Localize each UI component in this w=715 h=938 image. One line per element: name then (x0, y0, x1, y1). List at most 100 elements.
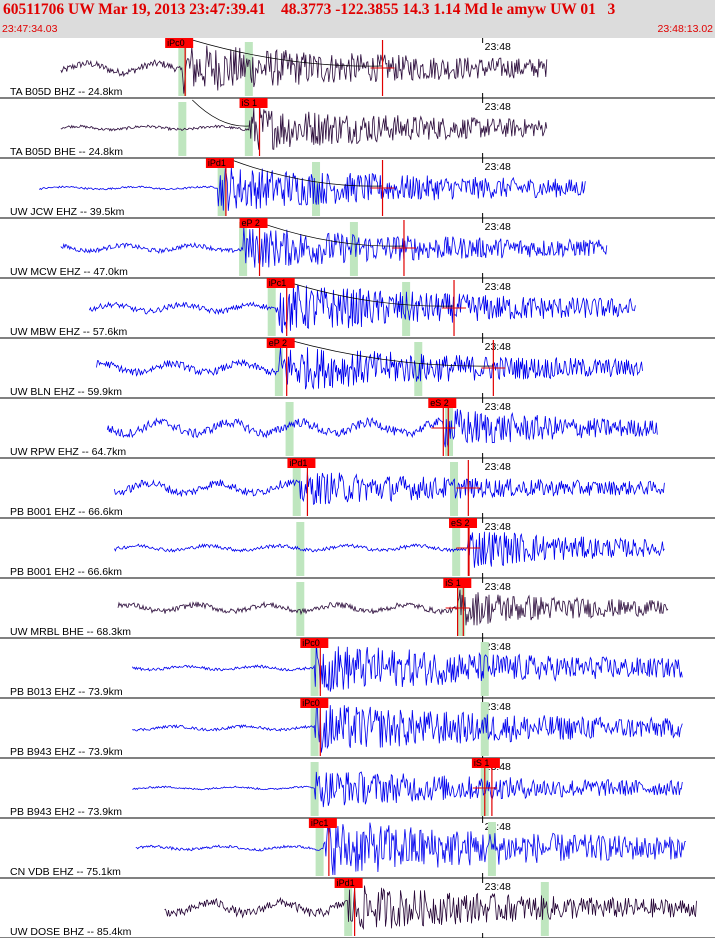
phase-window (540, 882, 549, 936)
minute-tick-label: 23:48 (485, 521, 511, 533)
minute-tick-label: 23:48 (485, 881, 511, 893)
trace-row: 23:48 eS 2 PB B001 EH2 -- 66.6km (0, 518, 715, 579)
pick-label-box (443, 578, 472, 588)
minute-tick-label: 23:48 (485, 461, 511, 473)
pick-label-box (471, 758, 500, 768)
station-label: UW MCW EHZ -- 47.0km (10, 266, 128, 278)
travel-time-curve (231, 159, 383, 187)
pick-label: eP 2 (242, 218, 260, 228)
trace-row: 23:48 iPd1 PB B001 EHZ -- 66.6km (0, 458, 715, 519)
pick-label-box (239, 98, 268, 108)
pick-label: iPc0 (302, 698, 320, 708)
trace-row: 23:48 iS 1 TA B05D BHE -- 24.8km (0, 98, 715, 159)
waveform (132, 705, 683, 753)
trace-row: 23:48 eP 2 UW MCW EHZ -- 47.0km (0, 218, 715, 279)
waveform (89, 284, 636, 334)
pick-label: eS 2 (430, 398, 449, 408)
station-label: PB B001 EH2 -- 66.6km (10, 566, 122, 578)
station-label: UW RPW EHZ -- 64.7km (10, 446, 126, 458)
station-label: UW MRBL BHE -- 68.3km (10, 626, 131, 638)
waveform (132, 771, 683, 808)
station-label: UW JCW EHZ -- 39.5km (10, 206, 125, 218)
waveform (114, 470, 665, 505)
pick-label: iPd1 (289, 458, 307, 468)
pick-label: iS 1 (474, 758, 490, 768)
phase-window (480, 642, 489, 696)
waveform (39, 167, 586, 211)
waveform (60, 106, 548, 150)
pick-label: iPc1 (311, 818, 329, 828)
minute-tick-label: 23:48 (485, 401, 511, 413)
phase-window (267, 282, 276, 336)
phase-window (178, 42, 187, 96)
trace-row: 23:48 eS 2 UW RPW EHZ -- 64.7km (0, 398, 715, 459)
phase-window (480, 702, 489, 756)
minute-tick-label: 23:48 (485, 281, 511, 293)
station-label: PB B013 EHZ -- 73.9km (10, 686, 123, 698)
event-header: 60511706 UW Mar 19, 2013 23:47:39.41 48.… (0, 0, 715, 38)
pick-label-box (266, 278, 295, 288)
pick-label: iPd1 (208, 158, 226, 168)
travel-time-curve (252, 219, 404, 247)
minute-tick-label: 23:48 (485, 41, 511, 53)
trace-row: 23:48 iPc0 PB B013 EHZ -- 73.9km (0, 638, 715, 699)
event-title: 60511706 UW Mar 19, 2013 23:47:39.41 48.… (3, 1, 616, 18)
pick-label-box (239, 218, 268, 228)
pick-label-box (205, 158, 234, 168)
pick-label-box (449, 518, 478, 528)
phase-window (244, 42, 253, 96)
station-label: TA B05D BHE -- 24.8km (10, 146, 123, 158)
phase-window (178, 102, 187, 156)
station-label: PB B943 EHZ -- 73.9km (10, 746, 123, 758)
minute-tick-label: 23:48 (485, 641, 511, 653)
waveform (135, 821, 686, 876)
travel-time-curve (281, 279, 455, 307)
minute-tick-label: 23:48 (485, 161, 511, 173)
pick-label: eP 2 (269, 338, 287, 348)
travel-time-curve (288, 339, 494, 367)
pick-label: eS 2 (451, 518, 470, 528)
phase-window (450, 462, 459, 516)
start-time-label: 23:47:34.03 (2, 23, 58, 35)
station-label: PB B943 EH2 -- 73.9km (10, 806, 122, 818)
minute-tick-label: 23:48 (485, 581, 511, 593)
pick-label: iPc0 (167, 38, 185, 48)
minute-tick-label: 23:48 (485, 341, 511, 353)
station-label: UW BLN EHZ -- 59.9km (10, 386, 122, 398)
seismogram-panel[interactable]: 23:48 iPc0 TA B05D BHZ -- 24.8km 23:48 iS 1 T… (0, 38, 715, 938)
phase-window (414, 342, 423, 396)
pick-label-box (266, 338, 295, 348)
pick-label-box (334, 878, 363, 888)
trace-row: 23:48 iPc1 UW MBW EHZ -- 57.6km (0, 278, 715, 339)
trace-row: 23:48 iPd1 UW JCW EHZ -- 39.5km (0, 158, 715, 219)
minute-tick-label: 23:48 (485, 101, 511, 113)
minute-tick-label: 23:48 (485, 221, 511, 233)
pick-label-box (428, 398, 457, 408)
travel-time-curve (192, 99, 249, 127)
waveform (96, 347, 643, 390)
station-label: TA B05D BHZ -- 24.8km (10, 86, 123, 98)
pick-label-box (287, 458, 316, 468)
waveform (106, 408, 658, 448)
waveform (114, 531, 665, 568)
trace-row: 23:48 iPc0 TA B05D BHZ -- 24.8km (0, 38, 715, 99)
pick-label: iS 1 (242, 98, 258, 108)
phase-window (315, 822, 324, 876)
phase-window (285, 402, 294, 456)
waveform (117, 589, 669, 626)
pick-label-box (308, 818, 337, 828)
pick-label-box (300, 638, 329, 648)
end-time-label: 23:48:13.02 (657, 23, 713, 35)
station-label: UW MBW EHZ -- 57.6km (10, 326, 128, 338)
pick-label: iS 1 (445, 578, 461, 588)
traces-layer: 23:48 iPc0 TA B05D BHZ -- 24.8km 23:48 iS 1 T… (0, 38, 715, 938)
phase-window (349, 222, 358, 276)
waveform (60, 227, 608, 268)
trace-row: 23:48 iPc0 PB B943 EHZ -- 73.9km (0, 698, 715, 759)
station-label: PB B001 EHZ -- 66.6km (10, 506, 123, 518)
travel-time-curve (192, 39, 383, 67)
pick-label: iPd1 (337, 878, 355, 888)
waveform (131, 643, 683, 692)
